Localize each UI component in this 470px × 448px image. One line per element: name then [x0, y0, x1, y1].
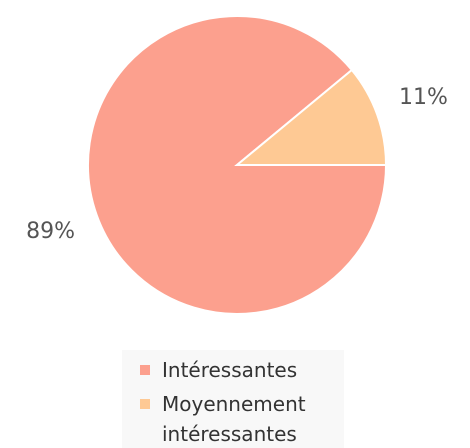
legend-item: Intéressantes — [122, 355, 342, 385]
legend-item: Moyennement intéressantes — [122, 389, 342, 448]
slice-label: 11% — [399, 85, 448, 110]
pie-slice — [234, 68, 388, 166]
slice-label: 89% — [26, 219, 75, 244]
legend-swatch — [140, 365, 150, 375]
legend-label: Intéressantes — [162, 358, 298, 382]
legend-label: Moyennement intéressantes — [162, 392, 306, 446]
legend-swatch — [140, 399, 150, 409]
legend: Intéressantes Moyennement intéressantes — [122, 350, 344, 448]
